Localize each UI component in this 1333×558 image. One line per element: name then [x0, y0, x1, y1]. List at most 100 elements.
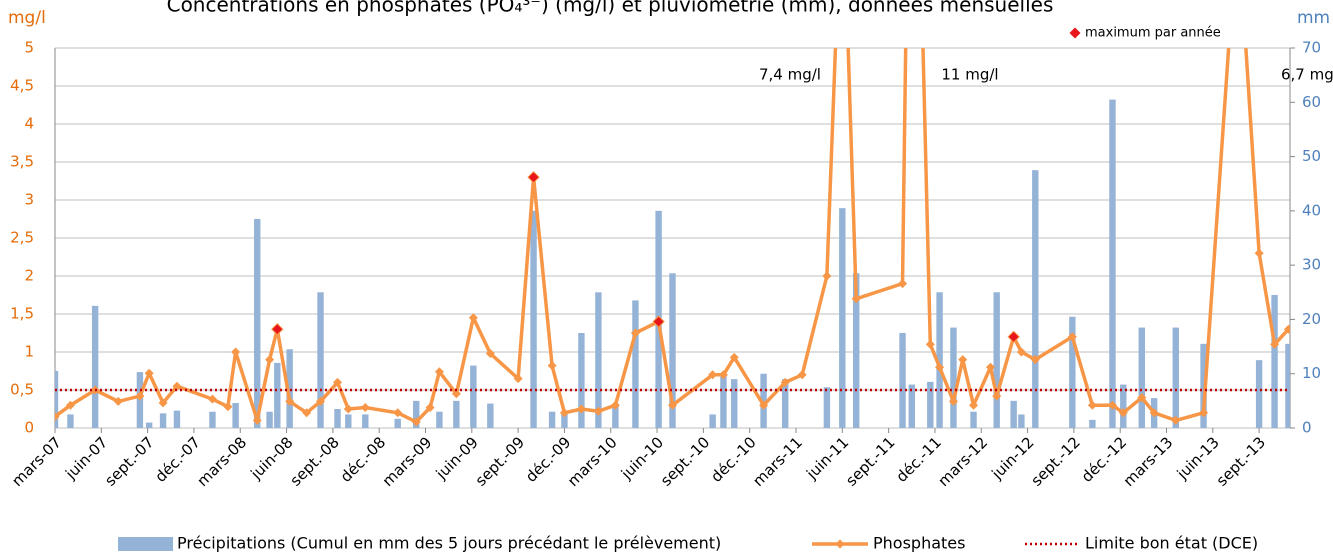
- line-point: [1270, 339, 1280, 349]
- bar: [470, 365, 477, 428]
- line-point: [135, 391, 145, 401]
- bar: [970, 411, 977, 428]
- legend-label: Limite bon état (DCE): [1085, 534, 1258, 553]
- bar: [936, 292, 943, 428]
- bar: [266, 411, 273, 428]
- line-point: [630, 328, 640, 338]
- bar: [394, 418, 401, 428]
- bar: [839, 208, 846, 428]
- y2-axis-label: mm: [1297, 8, 1330, 28]
- legend-label: maximum par année: [1085, 26, 1221, 41]
- bar: [731, 379, 738, 428]
- legend-label: Précipitations (Cumul en mm des 5 jours …: [177, 534, 721, 553]
- line-point: [708, 370, 718, 380]
- bar: [578, 333, 585, 428]
- bar: [334, 409, 341, 428]
- line-point: [992, 391, 1002, 401]
- line-point: [393, 408, 403, 418]
- y-tick-label: 5: [24, 39, 34, 57]
- line-point: [1199, 408, 1209, 418]
- line-point: [451, 389, 461, 399]
- line-point: [935, 362, 945, 372]
- bar: [1138, 327, 1145, 428]
- y2-tick-label: 60: [1302, 93, 1321, 111]
- bar: [720, 373, 727, 428]
- x-tick-label: sept.-10: [657, 433, 713, 489]
- x-tick-label: mars-08: [193, 433, 250, 490]
- line-point: [55, 412, 60, 422]
- x-tick-label: mars-13: [1120, 433, 1177, 490]
- bar: [1069, 316, 1076, 428]
- x-tick-label: sept.-13: [1213, 433, 1269, 489]
- line-point: [797, 370, 807, 380]
- bar: [950, 327, 957, 428]
- line-point: [729, 352, 739, 362]
- bar: [1120, 384, 1127, 428]
- line-point: [1016, 347, 1026, 357]
- x-tick-label: mars-09: [379, 433, 436, 490]
- line-point: [252, 415, 262, 425]
- bar: [159, 413, 167, 428]
- y-tick-label: 2,5: [10, 229, 34, 247]
- line-point: [948, 396, 958, 406]
- line-point: [780, 377, 790, 387]
- line-point: [65, 400, 75, 410]
- y2-tick-label: 30: [1302, 256, 1321, 274]
- x-tick-label: sept.-12: [1028, 433, 1084, 489]
- bar: [286, 349, 293, 428]
- bar: [453, 400, 460, 428]
- line-point: [1254, 248, 1264, 258]
- line-point: [468, 313, 478, 323]
- line-point: [343, 404, 353, 414]
- y2-tick-label: 10: [1302, 364, 1321, 382]
- y-tick-label: 4,5: [10, 77, 34, 95]
- line-point: [144, 368, 154, 378]
- y2-tick-label: 0: [1302, 419, 1312, 437]
- y-tick-label: 2: [24, 267, 34, 285]
- line-point: [1171, 415, 1181, 425]
- line: [55, 48, 1290, 424]
- y2-tick-label: 70: [1302, 39, 1321, 57]
- bar: [530, 210, 537, 428]
- bar: [232, 403, 239, 428]
- x-tick-label: mars-11: [749, 433, 806, 490]
- x-tick-label: mars-12: [934, 433, 991, 490]
- line-point: [576, 404, 586, 414]
- y2-tick-label: 40: [1302, 201, 1321, 219]
- legend-swatch: [1069, 27, 1081, 39]
- bar: [254, 219, 261, 428]
- bar: [561, 411, 568, 428]
- x-tick-label: sept.-08: [287, 433, 343, 489]
- line-point: [302, 408, 312, 418]
- line-point: [411, 417, 421, 427]
- line-point: [822, 271, 832, 281]
- legend-swatch: [118, 537, 173, 551]
- y-tick-label: 3,5: [10, 153, 34, 171]
- line-point: [668, 400, 677, 410]
- line-point: [285, 396, 295, 406]
- y-tick-label: 0: [24, 419, 34, 437]
- bar: [1018, 414, 1025, 428]
- x-tick-label: sept.-07: [101, 433, 157, 489]
- bar: [1285, 343, 1290, 428]
- x-tick-label: mars-07: [8, 433, 65, 490]
- y-tick-label: 3: [24, 191, 34, 209]
- line-point: [158, 398, 168, 408]
- line-point: [851, 294, 861, 304]
- y-tick-label: 1: [24, 343, 34, 361]
- line-point: [265, 355, 275, 365]
- y-axis-label: mg/l: [8, 8, 46, 28]
- bar: [55, 371, 59, 428]
- x-tick-label: mars-10: [564, 433, 621, 490]
- x-tick-label: sept.-11: [842, 433, 898, 489]
- line-point: [898, 279, 908, 289]
- line-point: [593, 406, 603, 416]
- bar: [899, 333, 906, 428]
- x-tick-label: sept.-09: [472, 433, 528, 489]
- bar: [632, 300, 639, 428]
- bar: [1089, 419, 1096, 428]
- line-point: [207, 394, 217, 404]
- line-point: [547, 361, 557, 371]
- line-point: [1107, 400, 1117, 410]
